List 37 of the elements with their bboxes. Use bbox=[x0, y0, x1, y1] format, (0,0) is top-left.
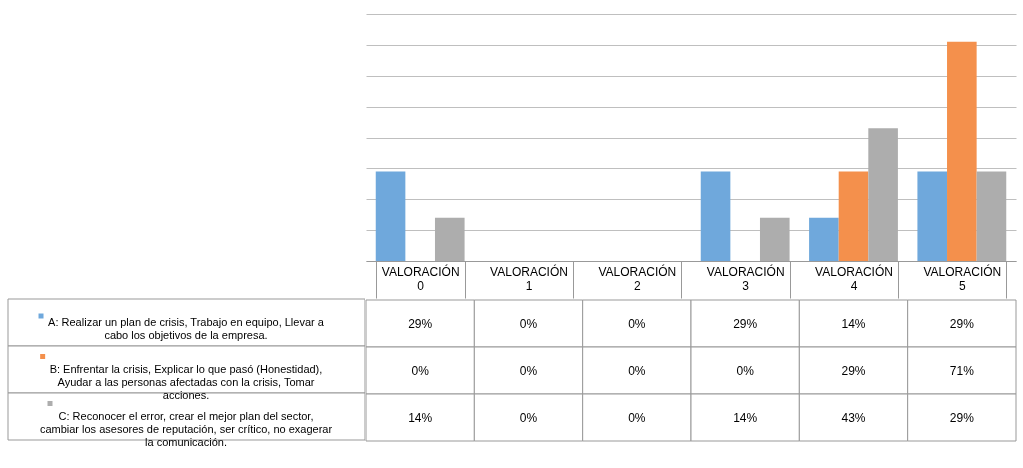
bar bbox=[809, 217, 839, 261]
x-tick-label: VALORACIÓN 3 bbox=[706, 263, 785, 293]
bar bbox=[976, 171, 1007, 261]
bar bbox=[700, 171, 731, 261]
bar bbox=[838, 171, 869, 261]
bar bbox=[917, 171, 948, 261]
legend-label: A: Realizar un plan de crisis, Trabajo en equipo, Llevar a cabo los objetivos de la empresa. bbox=[48, 315, 325, 341]
legend-label: B: Enfrentar la crisis, Explicar lo que pasó (Honestidad), Ayudar a las personas afectadas con la crisis, Tomar acciones. bbox=[49, 362, 323, 401]
data-label: 0% bbox=[411, 363, 430, 378]
data-label: 0% bbox=[519, 410, 538, 425]
x-tick-label: VALORACIÓN 1 bbox=[490, 263, 568, 293]
data-label: 0% bbox=[628, 363, 646, 378]
legend-label: C: Reconocer el error, crear el mejor plan del sector, cambiar los asesores de reputación, ser crítico, no exagerar la comunicación. bbox=[39, 409, 333, 448]
bar bbox=[947, 41, 977, 261]
data-label: 14% bbox=[408, 410, 433, 425]
bar bbox=[759, 217, 790, 261]
data-label: 29% bbox=[949, 410, 975, 425]
data-label: 0% bbox=[628, 316, 646, 331]
x-tick-label: VALORACIÓN 2 bbox=[598, 263, 677, 293]
data-label: 71% bbox=[949, 363, 975, 378]
data-label: 29% bbox=[949, 316, 975, 331]
data-label: 0% bbox=[519, 316, 538, 331]
x-tick-label: VALORACIÓN 5 bbox=[923, 263, 1002, 293]
bar bbox=[434, 217, 465, 261]
x-tick-label: VALORACIÓN 0 bbox=[381, 263, 460, 293]
bar bbox=[375, 171, 406, 261]
data-label: 0% bbox=[736, 363, 755, 378]
data-label: 29% bbox=[841, 363, 866, 378]
x-tick-label: VALORACIÓN 4 bbox=[815, 263, 893, 293]
data-label: 0% bbox=[519, 363, 538, 378]
data-label: 14% bbox=[733, 410, 758, 425]
data-label: 29% bbox=[408, 316, 433, 331]
data-label: 29% bbox=[733, 316, 758, 331]
data-label: 0% bbox=[628, 410, 646, 425]
data-label: 43% bbox=[841, 410, 866, 425]
bar bbox=[868, 128, 898, 261]
data-label: 14% bbox=[841, 316, 866, 331]
